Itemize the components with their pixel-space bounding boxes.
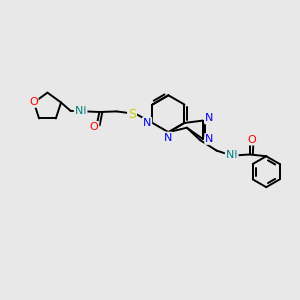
Text: H: H (230, 150, 238, 160)
Text: H: H (79, 106, 87, 116)
Text: O: O (247, 135, 256, 145)
Text: S: S (128, 109, 136, 122)
Text: O: O (90, 122, 98, 132)
Text: N: N (164, 133, 172, 142)
Text: N: N (75, 106, 83, 116)
Text: N: N (226, 150, 234, 160)
Text: N: N (205, 113, 214, 124)
Text: N: N (205, 134, 214, 144)
Text: N: N (143, 118, 151, 128)
Text: O: O (29, 97, 38, 107)
